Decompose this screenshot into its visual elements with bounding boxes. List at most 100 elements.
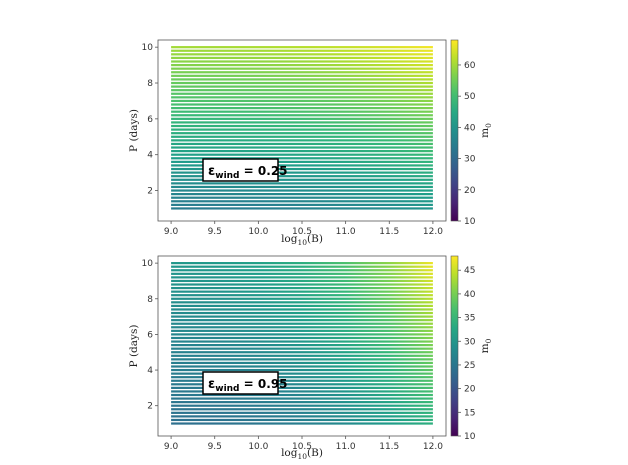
data-row: [171, 96, 433, 99]
data-row: [171, 340, 433, 343]
colorbar-tick-label: 25: [464, 361, 475, 371]
data-row: [171, 372, 433, 375]
data-row: [171, 189, 433, 192]
data-row: [171, 272, 433, 275]
data-row: [171, 386, 433, 389]
x-tick-label: 10.0: [248, 227, 268, 237]
data-row: [171, 63, 433, 67]
data-row: [171, 128, 433, 131]
data-row: [171, 422, 433, 425]
x-tick-label: 12.0: [423, 442, 443, 452]
y-tick-label: 4: [147, 366, 153, 376]
colorbar-tick-label: 45: [464, 266, 475, 276]
x-tick-label: 9.5: [208, 442, 222, 452]
data-row: [171, 279, 433, 283]
colorbar-label: m0: [479, 338, 493, 353]
data-row: [171, 164, 433, 167]
data-row: [171, 153, 433, 156]
data-row: [171, 319, 433, 322]
data-row: [171, 74, 433, 77]
colorbar-gradient: [450, 255, 459, 437]
y-tick-label: 8: [147, 295, 153, 305]
data-row: [171, 383, 433, 386]
data-row: [171, 56, 433, 60]
data-row: [171, 411, 433, 414]
data-row: [171, 99, 433, 103]
epsilon-wind-annotation: εwind = 0.25: [202, 158, 288, 182]
data-row: [171, 171, 433, 174]
colorbar-tick-label: 30: [464, 155, 476, 165]
data-row: [171, 78, 433, 81]
x-tick-label: 10.0: [248, 442, 268, 452]
colorbar-tick-label: 35: [464, 314, 475, 324]
data-row: [171, 135, 433, 138]
data-row: [171, 269, 433, 272]
data-row: [171, 121, 433, 124]
colorbar-tick-label: 60: [464, 61, 476, 71]
x-tick-label: 12.0: [423, 227, 443, 237]
data-row: [171, 401, 433, 404]
data-row: [171, 404, 433, 407]
colorbar-label: m0: [479, 123, 493, 138]
data-row: [171, 368, 433, 372]
y-tick-label: 6: [147, 115, 153, 125]
colorbar: 10 20 30 40 50 60 m0: [450, 39, 493, 227]
x-tick-label: 10.5: [292, 442, 312, 452]
data-row: [171, 397, 433, 400]
data-row: [171, 376, 433, 379]
x-tick-label: 11.0: [336, 227, 356, 237]
annotation-box: [202, 158, 279, 182]
colorbar-tick-label: 50: [464, 92, 476, 102]
y-tick-label: 10: [142, 43, 154, 53]
data-row: [171, 178, 433, 181]
data-row: [171, 262, 433, 265]
data-row: [171, 114, 433, 117]
data-row: [171, 347, 433, 350]
data-row: [171, 276, 433, 279]
data-row: [171, 408, 433, 411]
data-row: [171, 182, 433, 185]
data-row: [171, 146, 433, 149]
data-row: [171, 315, 433, 318]
x-tick-label: 9.5: [208, 227, 222, 237]
data-row: [171, 358, 433, 361]
data-row: [171, 60, 433, 63]
data-row: [171, 290, 433, 293]
data-row: [171, 304, 433, 308]
x-tick-label: 11.0: [336, 442, 356, 452]
annotation-text: εwind = 0.95: [208, 377, 288, 394]
data-row: [171, 196, 433, 199]
data-row: [171, 67, 433, 70]
data-row: [171, 354, 433, 357]
colorbar-tick-label: 40: [464, 290, 476, 300]
colorbar-tick-label: 20: [464, 186, 476, 196]
y-tick-label: 4: [147, 151, 153, 161]
data-row: [171, 193, 433, 196]
data-row: [171, 418, 433, 422]
data-row: [171, 344, 433, 347]
data-row: [171, 200, 433, 203]
data-row: [171, 157, 433, 160]
data-row: [171, 283, 433, 286]
data-row: [171, 46, 433, 49]
x-tick-label: 9.0: [164, 227, 179, 237]
epsilon-wind-annotation: εwind = 0.95: [202, 371, 288, 395]
data-row: [171, 132, 433, 135]
data-row: [171, 265, 433, 268]
data-row: [171, 379, 433, 382]
x-tick-label: 9.0: [164, 442, 179, 452]
data-row: [171, 301, 433, 304]
colorbar-tick-label: 40: [464, 123, 476, 133]
data-row: [171, 53, 433, 56]
data-row: [171, 103, 433, 106]
data-row: [171, 333, 433, 336]
data-row: [171, 311, 433, 315]
data-row: [171, 142, 433, 146]
y-tick-label: 6: [147, 330, 153, 340]
data-row: [171, 71, 433, 74]
data-row: [171, 365, 433, 368]
colorbar: 10 15 20 25 30 35 40 45 m0: [450, 255, 493, 442]
data-row: [171, 308, 433, 311]
data-row: [171, 106, 433, 110]
